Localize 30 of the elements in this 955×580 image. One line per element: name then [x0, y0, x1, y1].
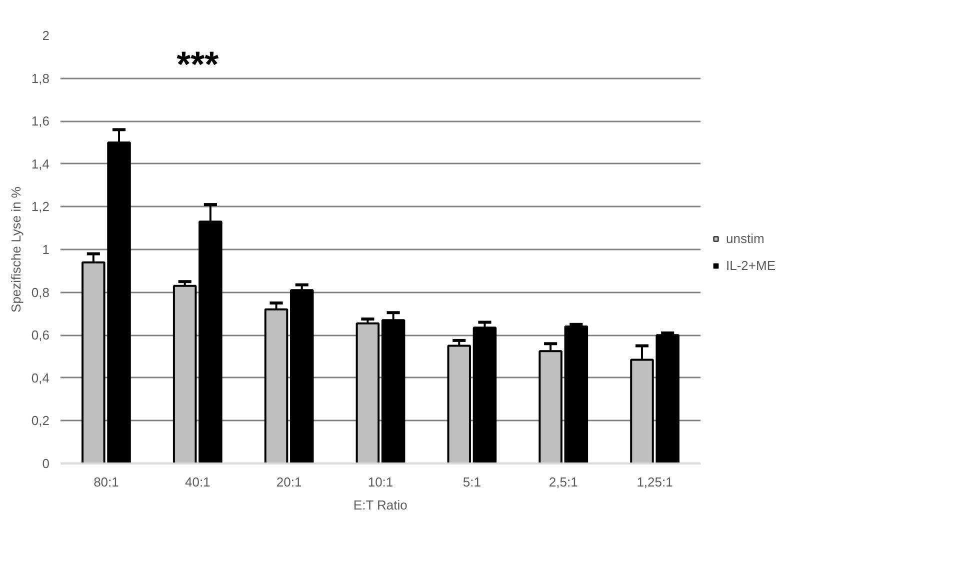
- bar: [447, 344, 472, 464]
- legend-label: unstim: [726, 231, 764, 246]
- legend-label: IL-2+ME: [726, 258, 776, 273]
- y-tick-label: 0,2: [31, 413, 50, 428]
- x-axis-title: E:T Ratio: [353, 498, 408, 512]
- x-tick-label: 1,25:1: [636, 474, 673, 490]
- y-tick-label: 0,8: [31, 284, 50, 300]
- y-tick-label: 1,8: [31, 70, 50, 86]
- y-tick-label: 2: [42, 28, 50, 43]
- x-tick-label: 10:1: [368, 474, 394, 490]
- y-tick-label: 0,4: [31, 370, 50, 386]
- y-tick-label: 1,2: [31, 199, 50, 214]
- x-tick-label: 80:1: [94, 474, 119, 490]
- bar: [564, 326, 588, 464]
- y-tick-label: 0: [42, 456, 50, 471]
- bar: [264, 308, 288, 464]
- y-tick-label: 0,6: [31, 328, 50, 343]
- bar: [356, 322, 380, 464]
- bar: [472, 326, 497, 464]
- x-tick-label: 2,5:1: [548, 474, 578, 490]
- y-tick-label: 1: [42, 242, 50, 257]
- annotation: ***: [176, 44, 219, 84]
- bar: [172, 284, 197, 464]
- y-axis-title: Spezifische Lyse in %: [8, 186, 24, 312]
- x-tick-label: 20:1: [276, 474, 302, 490]
- y-tick-label: 1,6: [31, 114, 50, 129]
- x-tick-label: 5:1: [462, 474, 481, 490]
- x-tick-label: 40:1: [184, 474, 210, 490]
- bar: [290, 289, 314, 464]
- y-tick-label: 1,4: [31, 156, 50, 172]
